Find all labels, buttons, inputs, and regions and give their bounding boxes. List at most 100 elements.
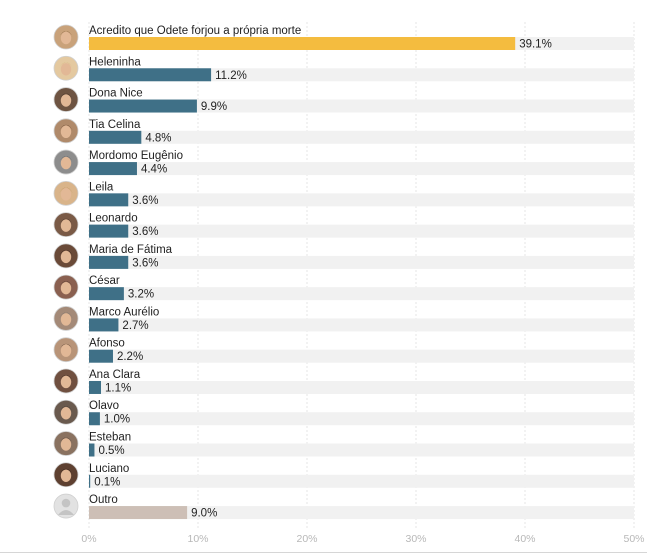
chart-row: Outro 9.0%: [53, 493, 634, 520]
category-label: Luciano: [89, 463, 129, 475]
bar-track: [89, 287, 634, 301]
category-label: Mordomo Eugênio: [89, 150, 183, 162]
value-label: 2.2%: [117, 351, 143, 363]
category-label: Heleninha: [89, 56, 141, 68]
bar: [89, 287, 124, 301]
avatar-maria-de-fatima-icon: [53, 243, 79, 269]
bar: [89, 193, 129, 207]
bar: [89, 255, 129, 269]
value-label: 2.7%: [122, 320, 148, 332]
x-tick-label: 10%: [187, 533, 208, 545]
bar: [89, 506, 188, 520]
value-label: 11.2%: [215, 70, 247, 82]
bar: [89, 162, 137, 176]
avatar-leila-icon: [53, 180, 79, 206]
chart-row: Marco Aurélio 2.7%: [53, 306, 634, 332]
bar-track: [89, 349, 634, 363]
x-tick-label: 20%: [296, 533, 317, 545]
chart-row: Tia Celina 4.8%: [53, 118, 634, 144]
bar-track: [89, 68, 634, 82]
chart-row: César 3.2%: [53, 274, 634, 301]
value-label: 9.9%: [201, 101, 227, 113]
category-label: Outro: [89, 494, 118, 506]
bar: [89, 380, 101, 394]
bar-track: [89, 162, 634, 176]
bar: [89, 474, 91, 488]
avatar-dona-nice-icon: [53, 87, 79, 112]
avatar-ana-clara-icon: [53, 368, 79, 394]
value-label: 3.2%: [128, 289, 154, 301]
category-label: Dona Nice: [89, 88, 143, 100]
category-label: Olavo: [89, 400, 119, 412]
avatar-placeholder-icon: [53, 493, 79, 519]
category-label: Leila: [89, 181, 114, 193]
value-label: 3.6%: [132, 226, 158, 238]
avatar-luciano-icon: [53, 462, 79, 488]
category-label: César: [89, 275, 120, 287]
value-label: 1.0%: [104, 414, 130, 426]
value-label: 4.4%: [141, 164, 167, 176]
bar: [89, 37, 516, 50]
bar-track: [89, 506, 634, 520]
bottom-rule: [0, 552, 647, 553]
value-label: 39.1%: [519, 39, 552, 51]
bar: [89, 412, 100, 426]
bar-track: [89, 412, 634, 426]
category-label: Marco Aurélio: [89, 306, 159, 318]
bar: [89, 318, 119, 332]
category-label: Esteban: [89, 432, 131, 444]
value-label: 3.6%: [132, 257, 158, 269]
avatar-tia-celina-icon: [53, 118, 79, 144]
avatar-cesar-icon: [53, 274, 79, 300]
bar: [89, 99, 197, 113]
bar: [89, 130, 142, 144]
avatar-esteban-icon: [53, 431, 79, 456]
bar-track: [89, 224, 634, 238]
avatar-mordomo-eugenio-icon: [53, 149, 79, 175]
avatar-afonso-icon: [53, 337, 79, 363]
bar-track: [89, 130, 634, 144]
avatar-olavo-icon: [53, 399, 79, 425]
x-tick-label: 50%: [623, 533, 644, 545]
avatar-marco-aurelio-icon: [53, 306, 79, 331]
avatar-odete-icon: [53, 24, 79, 50]
category-label: Leonardo: [89, 213, 138, 225]
category-label: Ana Clara: [89, 369, 141, 381]
avatar-leonardo-icon: [53, 212, 79, 238]
category-label: Tia Celina: [89, 119, 141, 131]
category-label: Maria de Fátima: [89, 244, 173, 256]
x-tick-label: 30%: [405, 533, 426, 545]
bar-track: [89, 255, 634, 269]
bar-track: [89, 99, 634, 113]
chart-row: Leila 3.6%: [53, 180, 634, 207]
bar: [89, 349, 113, 363]
chart-row: Acredito que Odete forjou a própria mort…: [53, 24, 634, 51]
value-label: 4.8%: [145, 132, 171, 144]
x-tick-label: 40%: [514, 533, 535, 545]
bar: [89, 68, 212, 82]
value-label: 1.1%: [105, 382, 131, 394]
value-label: 0.1%: [94, 476, 120, 488]
value-label: 0.5%: [98, 445, 124, 457]
bar-track: [89, 474, 634, 488]
chart-row: Olavo 1.0%: [53, 399, 634, 426]
value-label: 9.0%: [191, 508, 217, 520]
bar-track: [89, 193, 634, 207]
chart-row: Heleninha 11.2%: [53, 55, 634, 82]
chart-row: Dona Nice 9.9%: [53, 87, 634, 113]
bar-track: [89, 443, 634, 457]
value-label: 3.6%: [132, 195, 158, 207]
bar-track: [89, 380, 634, 394]
x-axis-ticks: 0% 10% 20% 30% 40% 50%: [81, 533, 644, 545]
category-label: Acredito que Odete forjou a própria mort…: [89, 25, 301, 37]
x-tick-label: 0%: [81, 533, 96, 545]
chart-row: Mordomo Eugênio 4.4%: [53, 149, 634, 176]
bar: [89, 224, 129, 238]
